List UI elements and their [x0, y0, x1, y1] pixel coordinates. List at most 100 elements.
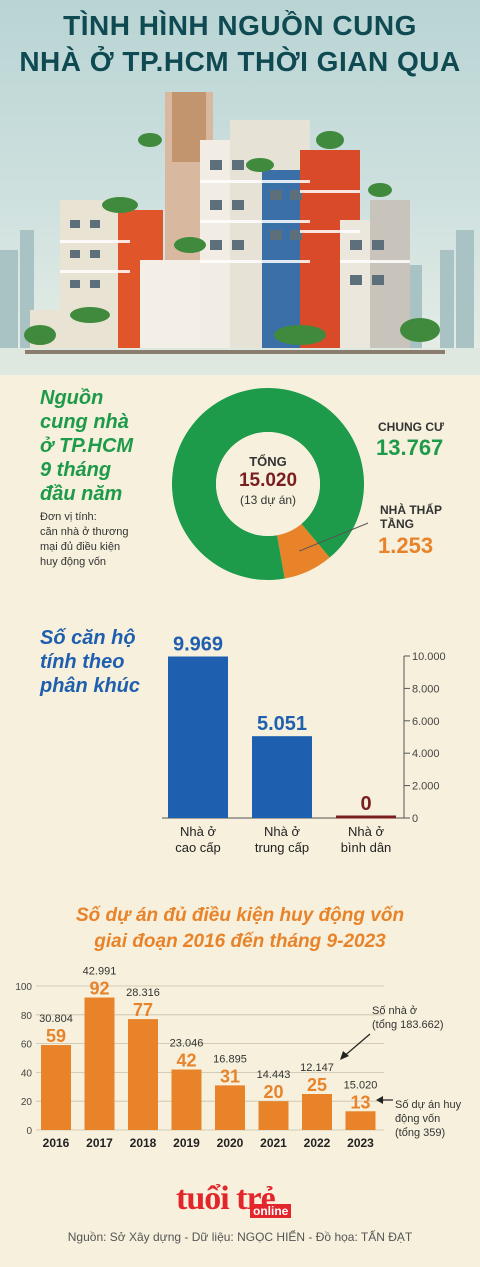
y-tick-label: 10.000: [412, 651, 446, 663]
year-bar-value-label: 31: [220, 1066, 240, 1086]
supply-heading-line: Nguồn: [40, 387, 104, 409]
page-title: TÌNH HÌNH NGUỒN CUNG NHÀ Ở TP.HCM THỜI G…: [0, 8, 480, 80]
year-houses-label: 16.895: [213, 1053, 247, 1065]
year-bar: [41, 1045, 71, 1130]
supply-heading-line: ở TP.HCM: [40, 435, 134, 457]
year-houses-label: 15.020: [344, 1079, 378, 1091]
projects-note-line: động vốn: [395, 1113, 441, 1125]
y-tick-label: 8.000: [412, 683, 440, 695]
unit-line: Đơn vị tính:: [40, 511, 97, 523]
houses-arrow-head: [340, 1051, 349, 1060]
y-tick-label: 0: [26, 1126, 32, 1137]
year-bar-value-label: 77: [133, 1000, 153, 1020]
year-bar-value-label: 13: [350, 1092, 370, 1112]
segment-category-label: Nhà ở: [348, 824, 384, 839]
year-bar-value-label: 42: [176, 1051, 196, 1071]
page-title-line1: TÌNH HÌNH NGUỒN CUNG: [63, 10, 417, 41]
segment-bar: [252, 736, 312, 818]
projects-title-line: Số dự án đủ điều kiện huy động vốn: [75, 905, 405, 926]
lowrise-leader-line: [299, 522, 368, 552]
year-bar: [258, 1101, 289, 1130]
segment-label-lowrise-line: TẦNG: [380, 517, 414, 531]
segment-value-lowrise: 1.253: [378, 533, 434, 558]
segment-category-label: Nhà ở: [264, 824, 300, 839]
segment-bar-value-label: 5.051: [257, 713, 307, 735]
donut-slice-lowrise: [277, 523, 330, 579]
supply-unit-note: Đơn vị tính: căn nhà ở thương mại đủ điề…: [40, 510, 190, 570]
year-houses-label: 23.046: [170, 1038, 204, 1050]
segment-label-apartment: CHUNG CƯ: [378, 420, 444, 434]
year-houses-label: 12.147: [300, 1062, 334, 1074]
year-category-label: 2018: [130, 1136, 157, 1150]
source-credit: Nguồn: Sở Xây dựng - Dữ liệu: NGỌC HIỂN …: [67, 1230, 413, 1244]
segment-label-lowrise: NHÀ THẤP TẦNG: [380, 503, 442, 531]
donut-center: TỔNG 15.020 (13 dự án): [218, 454, 318, 507]
segment-heading: Số căn hộ tính theo phân khúc: [40, 626, 190, 698]
year-bar: [128, 1019, 158, 1130]
segment-category-label: cao cấp: [175, 840, 221, 855]
y-tick-label: 80: [21, 1011, 33, 1022]
tuoi-tre-logo: tuổi trẻ online: [176, 1182, 306, 1222]
segment-heading-line: Số căn hộ: [40, 627, 136, 649]
donut-project-count: (13 dự án): [239, 493, 297, 507]
y-tick-label: 6.000: [412, 716, 440, 728]
year-bar-value-label: 20: [263, 1082, 283, 1102]
projects-chart-title: Số dự án đủ điều kiện huy động vốn giai …: [0, 903, 480, 955]
y-tick-label: 100: [15, 982, 32, 993]
page-title-line2: NHÀ Ở TP.HCM THỜI GIAN QUA: [19, 46, 461, 77]
supply-heading-line: đầu năm: [40, 483, 123, 505]
year-houses-label: 14.443: [257, 1069, 291, 1081]
donut-total-value: 15.020: [238, 470, 298, 491]
houses-note-line: Số nhà ở: [372, 1005, 418, 1017]
y-tick-label: 0: [412, 813, 418, 825]
segment-value-apartment: 13.767: [376, 435, 444, 460]
segment-label-lowrise-line: NHÀ THẤP: [380, 503, 442, 517]
houses-arrow-line: [341, 1033, 371, 1059]
year-houses-label: 30.804: [39, 1013, 73, 1025]
segment-heading-line: tính theo: [40, 651, 125, 673]
segment-bar-value-label: 9.969: [173, 634, 223, 656]
segment-category-label: bình dân: [341, 840, 392, 855]
supply-donut-chart: [172, 388, 368, 580]
projects-note-line: Số dự án huy: [395, 1099, 462, 1111]
year-bar-value-label: 25: [307, 1075, 327, 1095]
segment-bar-value-label: 0: [360, 793, 371, 815]
projects-arrow-head: [376, 1096, 383, 1104]
year-houses-label: 42.991: [83, 966, 117, 978]
projects-note: Số dự án huy động vốn (tổng 359): [395, 1098, 461, 1140]
supply-heading-line: cung nhà: [40, 411, 129, 433]
year-category-label: 2016: [43, 1136, 70, 1150]
year-category-label: 2019: [173, 1136, 200, 1150]
year-bar: [302, 1094, 332, 1130]
year-category-label: 2021: [260, 1136, 287, 1150]
segment-bar: [168, 656, 228, 818]
houses-note: Số nhà ở (tổng 183.662): [372, 1004, 444, 1032]
year-bar: [215, 1085, 245, 1130]
year-bar: [171, 1069, 202, 1130]
logo-sub: online: [250, 1204, 292, 1218]
year-category-label: 2023: [347, 1136, 374, 1150]
year-category-label: 2020: [217, 1136, 244, 1150]
year-bar: [84, 997, 115, 1130]
year-category-label: 2017: [86, 1136, 113, 1150]
unit-line: căn nhà ở thương: [40, 526, 129, 538]
y-tick-label: 4.000: [412, 748, 440, 760]
y-tick-label: 60: [21, 1040, 33, 1051]
supply-heading-line: 9 tháng: [40, 459, 112, 481]
y-tick-label: 20: [21, 1097, 33, 1108]
year-category-label: 2022: [304, 1136, 331, 1150]
donut-hole: [216, 432, 320, 536]
apartment-buildings-illustration: [0, 92, 480, 375]
y-tick-label: 2.000: [412, 781, 440, 793]
year-bar-value-label: 92: [89, 979, 109, 999]
segment-bar-chart: 0 2.000 4.000 6.000 8.000 10.000 9.969 Nhà ở cao…: [162, 634, 446, 855]
houses-note-line: (tổng 183.662): [372, 1019, 444, 1031]
donut-slice-apartment: [172, 388, 364, 580]
projects-note-line: (tổng 359): [395, 1127, 446, 1139]
unit-line: huy động vốn: [40, 556, 107, 568]
unit-line: mại đủ điều kiện: [40, 541, 121, 553]
y-tick-label: 40: [21, 1068, 33, 1079]
hero-illustration: TÌNH HÌNH NGUỒN CUNG NHÀ Ở TP.HCM THỜI G…: [0, 0, 480, 375]
donut-total-label: TỔNG: [249, 454, 287, 469]
